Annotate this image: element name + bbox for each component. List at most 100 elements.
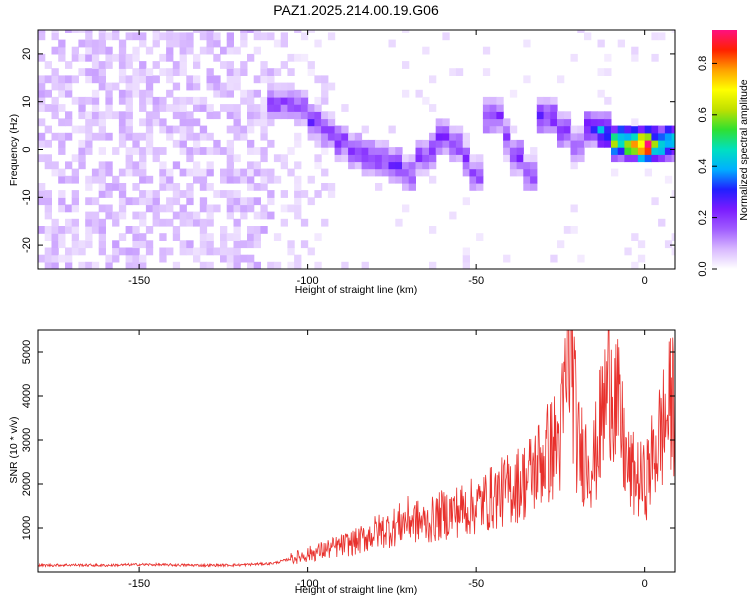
spectrogram-cell [233, 125, 241, 134]
spectrogram-cell [402, 61, 410, 69]
spectrogram-cell [247, 261, 255, 269]
spectrogram-cell [429, 261, 437, 269]
spectrogram-cell [260, 154, 268, 163]
spectrogram-cell [516, 168, 524, 177]
spectrogram-cell [536, 104, 545, 112]
spectrogram-cell [321, 111, 329, 120]
spectrogram-cell [65, 132, 73, 141]
spectrogram-cell [105, 53, 113, 62]
y-tick-label: 1000 [21, 516, 33, 540]
spectrogram-cell [361, 261, 369, 269]
spectrogram-cell [206, 104, 214, 112]
spectrogram-cell [186, 154, 194, 163]
spectrogram-cell [294, 175, 302, 184]
spectrogram-cell [58, 226, 66, 234]
spectrogram-cell [44, 139, 52, 148]
spectrogram-cell [658, 139, 666, 148]
spectrogram-cell [145, 96, 154, 105]
spectrogram-cell [172, 82, 181, 91]
spectrogram-cell [38, 139, 46, 148]
spectrogram-cell [570, 204, 578, 213]
spectrogram-cell [375, 147, 383, 155]
spectrogram-cell [71, 175, 79, 184]
spectrogram-cell [348, 132, 356, 141]
spectrogram-cell [482, 125, 491, 134]
spectrogram-cell [530, 147, 538, 155]
spectrogram-cell [65, 218, 73, 227]
spectrogram-cell [631, 53, 639, 62]
spectrogram-cell [98, 161, 106, 170]
spectrogram-cell [570, 53, 578, 62]
spectrogram-cell [253, 104, 261, 112]
spectrogram-cell [91, 175, 100, 184]
spectrogram-cell [179, 168, 187, 177]
spectrogram-cell [71, 96, 79, 105]
spectrogram-cell [179, 118, 187, 127]
spectrogram-cell [65, 226, 73, 234]
spectrogram-cell [71, 247, 79, 256]
spectrogram-cell [604, 118, 612, 127]
spectrogram-cell [58, 168, 66, 177]
spectrogram-cell [125, 111, 133, 120]
spectrogram-cell [65, 30, 73, 33]
spectrogram-cell [78, 30, 86, 33]
spectrogram-cell [65, 61, 73, 69]
spectrogram-cell [671, 30, 675, 33]
spectrogram-cell [402, 168, 410, 177]
spectrogram-cell [395, 175, 403, 184]
spectrogram-cell [590, 118, 598, 127]
spectrogram-cell [226, 161, 234, 170]
spectrogram-cell [570, 125, 578, 134]
spectrogram-cell [247, 104, 255, 112]
spectrogram-cell [58, 118, 66, 127]
spectrogram-cell [98, 226, 106, 234]
spectrogram-cell [395, 154, 403, 163]
y-tick-label: 3000 [21, 428, 33, 452]
spectrogram-cell [321, 118, 329, 127]
spectrogram-cell [287, 96, 295, 105]
spectrogram-cell [402, 204, 410, 213]
spectrogram-cell [166, 32, 174, 41]
spectrogram-cell [408, 183, 416, 191]
spectrogram-cell [543, 111, 551, 120]
spectrogram-cell [85, 96, 93, 105]
spectrogram-cell [193, 147, 201, 155]
spectrogram-cell [58, 147, 66, 155]
spectrogram-cell [51, 30, 59, 33]
spectrogram-cell [442, 118, 450, 127]
spectrogram-cell [476, 161, 484, 170]
spectrogram-cell [482, 118, 491, 127]
spectrogram-cell [247, 161, 255, 170]
spectrogram-cell [206, 168, 214, 177]
spectrogram-cell [132, 183, 140, 191]
spectrogram-cell [85, 218, 93, 227]
spectrogram-cell [253, 161, 261, 170]
spectrogram-cell [644, 132, 652, 141]
spectrogram-cell [226, 68, 234, 76]
spectrogram-cell [624, 132, 632, 141]
spectrogram-cell [321, 139, 329, 148]
spectrogram-cell [273, 111, 282, 120]
spectrogram-cell [226, 61, 234, 69]
spectrogram-cell [179, 240, 187, 249]
spectrogram-cell [91, 111, 100, 120]
spectrogram-cell [152, 197, 160, 206]
spectrogram-cell [172, 61, 181, 69]
spectrogram-cell [152, 147, 160, 155]
spectrogram-cell [260, 226, 268, 234]
spectrogram-cell [671, 147, 675, 155]
spectrogram-cell [415, 147, 423, 155]
spectrogram-cell [280, 32, 288, 41]
spectrogram-cell [105, 211, 113, 220]
spectrogram-cell [166, 104, 174, 112]
spectrogram-cell [577, 30, 585, 33]
spectrogram-cell [253, 111, 261, 120]
spectrogram-cell [300, 118, 309, 127]
colorbar-ticks: 0.0 0.2 0.4 0.6 0.8 [697, 56, 717, 277]
spectrogram-cell [38, 75, 46, 84]
spectrogram-cell [260, 68, 268, 76]
spectrogram-cell [206, 30, 214, 33]
spectrogram-cell [179, 132, 187, 141]
spectrogram-cell [247, 197, 255, 206]
spectrogram-cell [435, 132, 443, 141]
